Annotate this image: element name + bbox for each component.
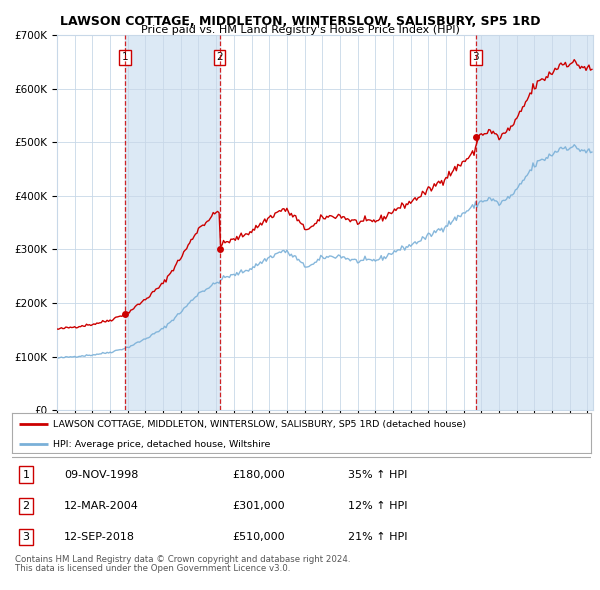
Text: 21% ↑ HPI: 21% ↑ HPI <box>348 532 407 542</box>
Bar <box>125 35 220 410</box>
Text: 1: 1 <box>22 470 29 480</box>
Text: £301,000: £301,000 <box>232 501 284 511</box>
Text: 09-NOV-1998: 09-NOV-1998 <box>64 470 139 480</box>
Text: 3: 3 <box>22 532 29 542</box>
Text: LAWSON COTTAGE, MIDDLETON, WINTERSLOW, SALISBURY, SP5 1RD: LAWSON COTTAGE, MIDDLETON, WINTERSLOW, S… <box>60 15 540 28</box>
Bar <box>476 35 593 410</box>
Text: Price paid vs. HM Land Registry's House Price Index (HPI): Price paid vs. HM Land Registry's House … <box>140 25 460 35</box>
Text: £180,000: £180,000 <box>232 470 285 480</box>
Text: £510,000: £510,000 <box>232 532 284 542</box>
Text: 12% ↑ HPI: 12% ↑ HPI <box>348 501 407 511</box>
Text: This data is licensed under the Open Government Licence v3.0.: This data is licensed under the Open Gov… <box>15 564 290 573</box>
Text: 2: 2 <box>216 53 223 63</box>
Text: 12-SEP-2018: 12-SEP-2018 <box>64 532 135 542</box>
Text: 12-MAR-2004: 12-MAR-2004 <box>64 501 139 511</box>
Text: 2: 2 <box>22 501 29 511</box>
Text: 3: 3 <box>473 53 479 63</box>
Text: 35% ↑ HPI: 35% ↑ HPI <box>348 470 407 480</box>
Text: HPI: Average price, detached house, Wiltshire: HPI: Average price, detached house, Wilt… <box>53 440 270 449</box>
Text: 1: 1 <box>122 53 128 63</box>
Text: Contains HM Land Registry data © Crown copyright and database right 2024.: Contains HM Land Registry data © Crown c… <box>15 555 350 563</box>
Text: LAWSON COTTAGE, MIDDLETON, WINTERSLOW, SALISBURY, SP5 1RD (detached house): LAWSON COTTAGE, MIDDLETON, WINTERSLOW, S… <box>53 419 466 429</box>
